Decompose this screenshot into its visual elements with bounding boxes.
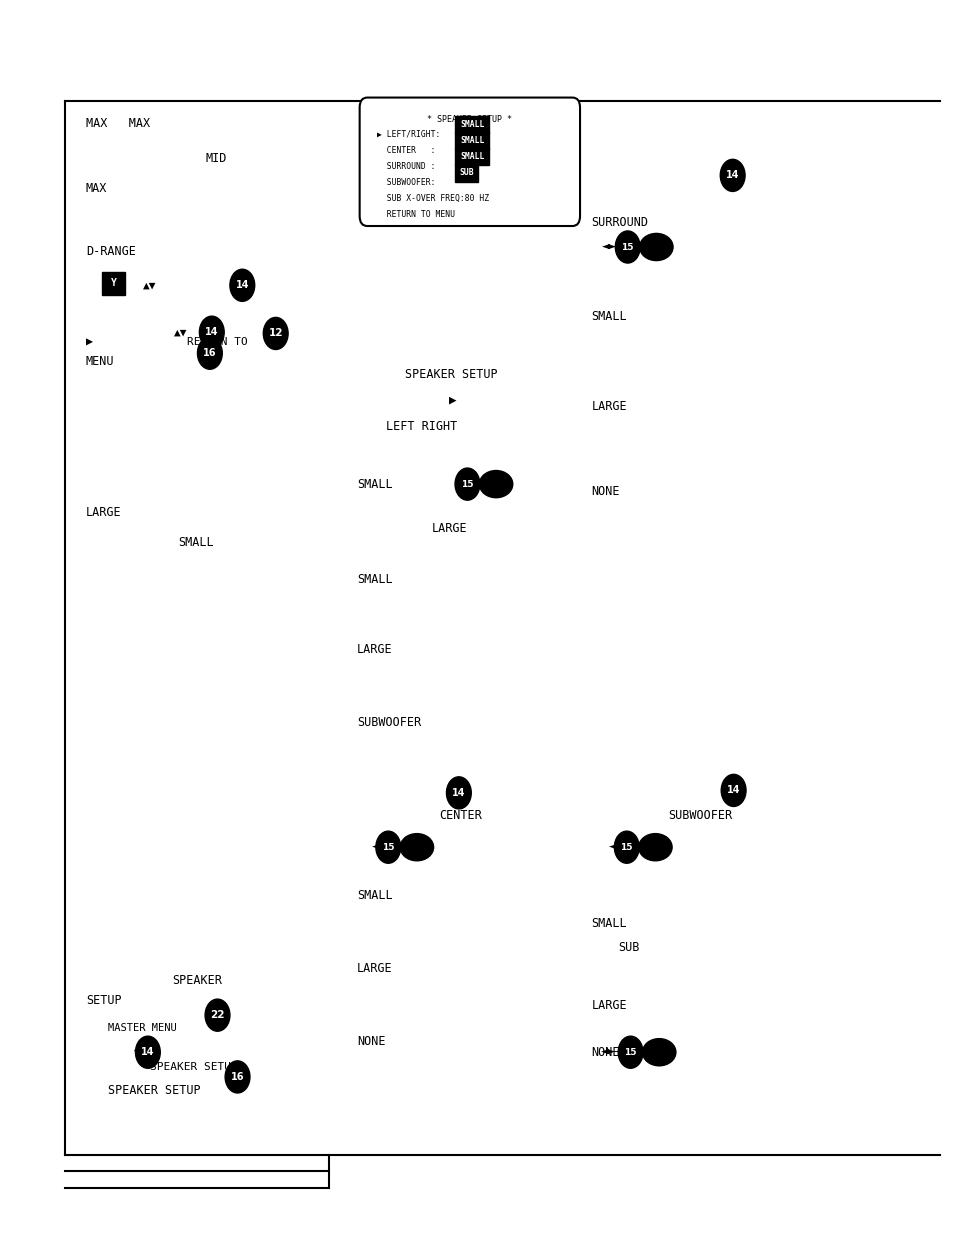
FancyBboxPatch shape (455, 148, 489, 165)
Text: LARGE: LARGE (591, 999, 626, 1011)
Circle shape (614, 831, 639, 863)
Text: SPEAKER SETUP: SPEAKER SETUP (150, 1062, 237, 1072)
Text: SMALL: SMALL (356, 478, 392, 490)
Text: SUB: SUB (458, 168, 474, 178)
Text: SMALL: SMALL (459, 152, 484, 162)
Text: ▶: ▶ (449, 394, 456, 406)
Text: 14: 14 (205, 327, 218, 337)
Text: SETUP: SETUP (86, 994, 121, 1007)
Text: 15: 15 (620, 242, 634, 252)
Text: LEFT RIGHT: LEFT RIGHT (386, 420, 457, 432)
Text: ▲▼: ▲▼ (173, 327, 187, 337)
Text: LARGE: LARGE (356, 962, 392, 974)
Ellipse shape (639, 233, 673, 261)
Text: 12: 12 (268, 329, 283, 338)
Circle shape (455, 468, 479, 500)
Text: SMALL: SMALL (591, 918, 626, 930)
Text: ▶: ▶ (86, 336, 92, 348)
Circle shape (197, 337, 222, 369)
Text: 14: 14 (141, 1047, 154, 1057)
Text: 14: 14 (725, 170, 739, 180)
Text: LARGE: LARGE (432, 522, 467, 535)
Text: ◄►: ◄► (600, 1046, 616, 1058)
Text: MENU: MENU (86, 356, 114, 368)
Text: 14: 14 (452, 788, 465, 798)
Text: RETURN TO: RETURN TO (187, 337, 248, 347)
Text: ▲▼: ▲▼ (143, 280, 156, 290)
Text: SUBWOOFER: SUBWOOFER (667, 809, 731, 821)
Text: 16: 16 (231, 1072, 244, 1082)
FancyBboxPatch shape (455, 164, 477, 182)
FancyBboxPatch shape (359, 98, 579, 226)
Text: 15: 15 (381, 842, 395, 852)
Circle shape (720, 774, 745, 806)
Text: SPEAKER SETUP: SPEAKER SETUP (108, 1084, 200, 1097)
Ellipse shape (639, 834, 672, 861)
Circle shape (375, 831, 400, 863)
Text: * SPEAKER SETUP *: * SPEAKER SETUP * (427, 115, 512, 124)
Ellipse shape (479, 471, 513, 498)
Text: 15: 15 (619, 842, 633, 852)
Ellipse shape (399, 834, 433, 861)
Text: SMALL: SMALL (178, 536, 213, 548)
FancyBboxPatch shape (455, 116, 489, 133)
Text: NONE: NONE (591, 1046, 619, 1058)
Circle shape (230, 269, 254, 301)
Text: MID: MID (205, 152, 226, 164)
Text: ▶ LEFT/RIGHT:: ▶ LEFT/RIGHT: (376, 130, 439, 138)
Text: ▼: ▼ (447, 787, 455, 799)
Text: NONE: NONE (591, 485, 619, 498)
FancyBboxPatch shape (455, 132, 489, 149)
Circle shape (263, 317, 288, 350)
Text: ◄►: ◄► (608, 841, 623, 853)
Text: ▼: ▼ (133, 1047, 140, 1057)
Text: LARGE: LARGE (86, 506, 121, 519)
Text: 16: 16 (203, 348, 216, 358)
Text: ▼: ▼ (720, 169, 728, 182)
Text: ▼: ▼ (720, 784, 728, 797)
Text: MAX: MAX (86, 183, 107, 195)
Text: SUBWOOFER:: SUBWOOFER: (376, 178, 435, 186)
Circle shape (135, 1036, 160, 1068)
Circle shape (720, 159, 744, 191)
Text: SMALL: SMALL (356, 573, 392, 585)
Circle shape (446, 777, 471, 809)
Text: 14: 14 (726, 785, 740, 795)
Text: SMALL: SMALL (459, 120, 484, 130)
FancyBboxPatch shape (102, 272, 125, 295)
Text: SPEAKER SETUP: SPEAKER SETUP (405, 368, 497, 380)
Text: MASTER MENU: MASTER MENU (108, 1023, 176, 1032)
Text: SUBWOOFER: SUBWOOFER (356, 716, 420, 729)
Text: ◄►: ◄► (601, 241, 617, 253)
Circle shape (615, 231, 639, 263)
Text: SMALL: SMALL (591, 310, 626, 322)
Ellipse shape (641, 1039, 675, 1066)
Text: SURROUND :: SURROUND : (376, 162, 435, 170)
Text: LARGE: LARGE (591, 400, 626, 412)
Text: SMALL: SMALL (459, 136, 484, 146)
Text: 15: 15 (623, 1047, 637, 1057)
Circle shape (618, 1036, 642, 1068)
Text: ◄►: ◄► (372, 841, 387, 853)
Text: ◄►: ◄► (498, 478, 514, 490)
Text: 14: 14 (235, 280, 249, 290)
Text: SUB: SUB (618, 941, 639, 953)
Text: SURROUND: SURROUND (591, 216, 648, 228)
Text: SPEAKER: SPEAKER (172, 974, 222, 987)
Text: LARGE: LARGE (356, 643, 392, 656)
Text: 15: 15 (460, 479, 474, 489)
Text: CENTER: CENTER (438, 809, 481, 821)
Text: SMALL: SMALL (356, 889, 392, 902)
Text: MAX   MAX: MAX MAX (86, 117, 150, 130)
Text: 22: 22 (210, 1010, 225, 1020)
Text: SUB X-OVER FREQ:80 HZ: SUB X-OVER FREQ:80 HZ (376, 194, 489, 203)
Circle shape (205, 999, 230, 1031)
Circle shape (225, 1061, 250, 1093)
Text: D-RANGE: D-RANGE (86, 246, 135, 258)
Text: Y: Y (111, 278, 116, 289)
Text: NONE: NONE (356, 1035, 385, 1047)
Circle shape (199, 316, 224, 348)
Text: CENTER   :: CENTER : (376, 146, 435, 154)
Text: RETURN TO MENU: RETURN TO MENU (376, 210, 455, 219)
